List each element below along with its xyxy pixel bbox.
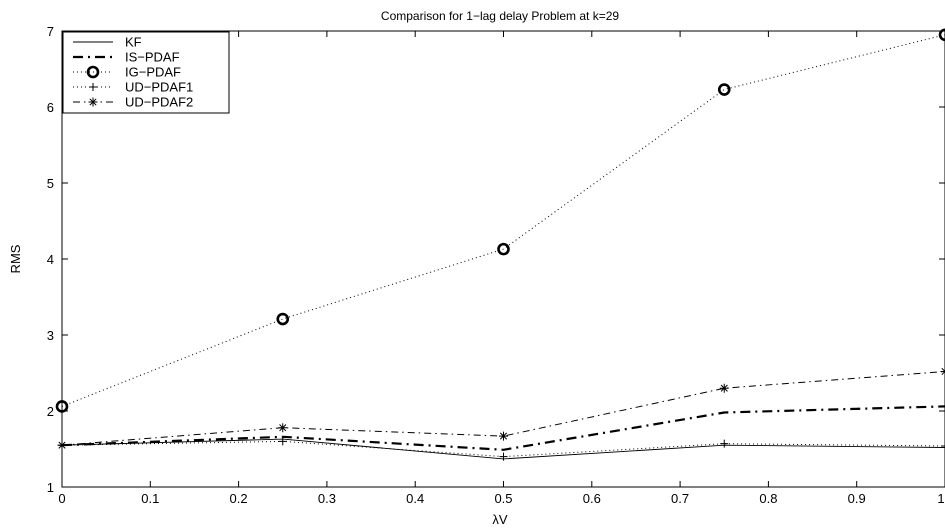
legend-4-plus-marker: [89, 83, 97, 91]
x-tick-label: 0.6: [583, 491, 601, 506]
x-tick-label: 0.4: [406, 491, 424, 506]
y-axis-label: RMS: [8, 244, 23, 273]
x-tick-label: 0.3: [318, 491, 336, 506]
chart-title: Comparison for 1−lag delay Problem at k=…: [381, 9, 619, 23]
series-3-line: [61, 34, 945, 407]
x-tick-label: 0.7: [671, 491, 689, 506]
y-tick-label: 3: [47, 328, 54, 343]
series-5-star-marker: [499, 431, 508, 441]
series-4-line: [61, 440, 945, 458]
series-3: [55, 28, 945, 413]
series-3-circle-marker: [276, 312, 290, 326]
series-4-plus-marker: [499, 452, 508, 461]
series-4-plus-marker: [278, 437, 287, 446]
series-3-circle-marker: [55, 400, 69, 413]
series-2: [61, 405, 945, 451]
x-tick-label: 0.8: [759, 491, 777, 506]
series-2-line: [61, 405, 945, 451]
x-tick-label: 1: [937, 491, 944, 506]
legend-label: IS−PDAF: [125, 50, 180, 65]
legend-label: IG−PDAF: [125, 65, 181, 80]
legend-5-star-marker: [88, 97, 98, 107]
y-tick-label: 6: [47, 100, 54, 115]
x-tick-label: 0.1: [141, 491, 159, 506]
legend-label: UD−PDAF2: [125, 95, 193, 110]
x-axis: 0 0.1 0.2 0.3 0.4 0.5 0.6 0.7 0.8 0.9 1: [58, 31, 945, 506]
x-tick-label: 0.2: [230, 491, 248, 506]
legend-label: UD−PDAF1: [125, 80, 193, 95]
series-5-star-marker: [57, 440, 67, 450]
series-5-star-marker: [719, 383, 729, 393]
series-4-plus-marker: [941, 441, 945, 450]
y-tick-label: 1: [47, 480, 54, 495]
x-axis-label: λV: [492, 512, 508, 527]
series-3-circle-marker: [497, 242, 510, 256]
legend-label: KF: [125, 35, 142, 50]
series-layer: [55, 28, 945, 461]
y-tick-label: 2: [47, 404, 54, 419]
series-3-circle-marker: [717, 83, 731, 96]
series-5-star-marker: [278, 423, 288, 433]
series-5: [57, 366, 945, 450]
y-axis: 1 2 3 4 5 6 7: [47, 24, 945, 495]
x-tick-label: 0.5: [494, 491, 512, 506]
series-4-plus-marker: [720, 439, 729, 448]
legend-3-circle-marker: [86, 65, 100, 79]
y-tick-label: 5: [47, 176, 54, 191]
y-tick-label: 7: [47, 24, 54, 39]
y-tick-label: 4: [47, 252, 54, 267]
x-tick-label: 0.9: [848, 491, 866, 506]
x-tick-label: 0: [58, 491, 65, 506]
series-3-circle-marker: [938, 28, 945, 42]
